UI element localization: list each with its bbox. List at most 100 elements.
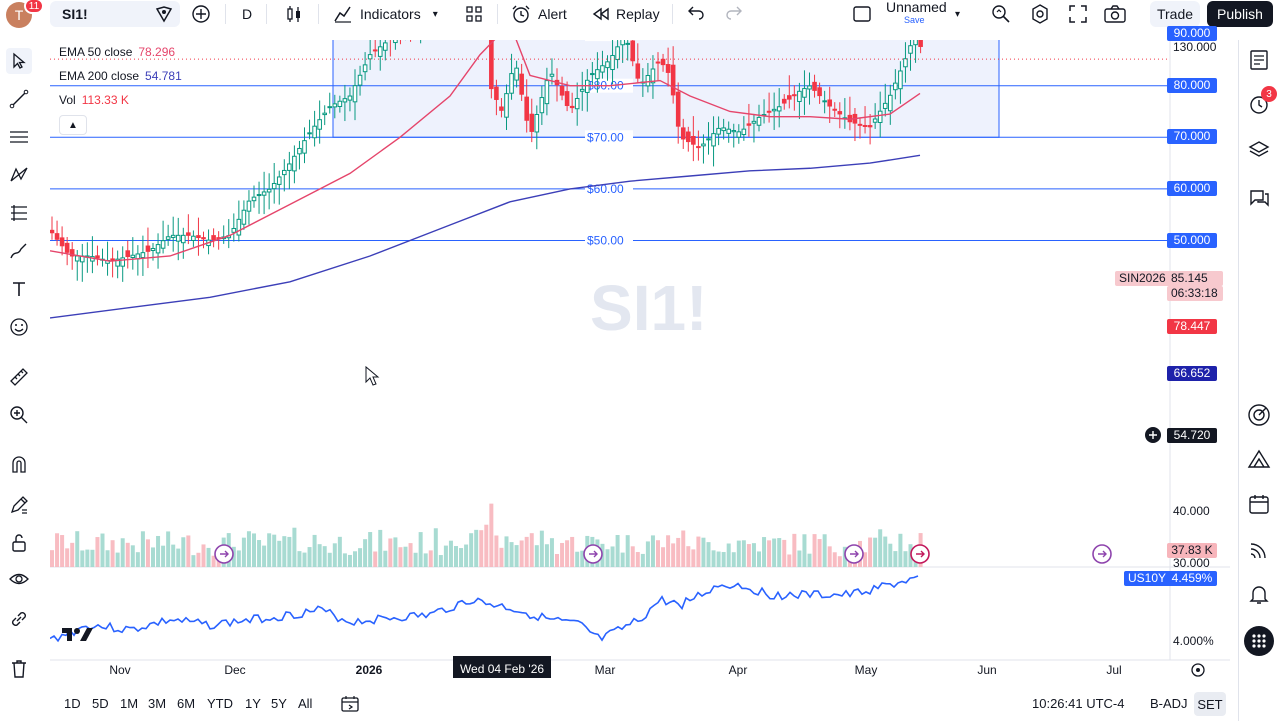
fibonacci-icon[interactable] — [6, 200, 32, 226]
volume-bar — [555, 554, 559, 567]
volume-bar — [499, 547, 504, 567]
range-button-6m[interactable]: 6M — [177, 696, 196, 711]
watchlist-add-icon[interactable] — [153, 0, 175, 28]
products-menu-icon[interactable] — [1244, 626, 1274, 656]
text-tool-icon[interactable] — [6, 276, 32, 302]
candle-body — [302, 140, 307, 154]
volume-bar — [292, 527, 297, 567]
calendar-icon[interactable] — [1245, 490, 1273, 518]
ema200-name: EMA 200 close — [59, 69, 140, 83]
compare-symbol-icon[interactable] — [190, 0, 212, 28]
toolbar-divider — [318, 4, 319, 24]
range-button-ytd[interactable]: YTD — [207, 696, 233, 711]
volume-bar — [549, 538, 554, 567]
volume-bar — [671, 543, 676, 567]
eye-visibility-icon[interactable] — [6, 566, 32, 592]
settings-gear-icon[interactable] — [1029, 0, 1051, 28]
trend-line-icon[interactable] — [6, 86, 32, 112]
magnet-icon[interactable] — [6, 452, 32, 478]
volume-bar — [873, 537, 878, 567]
cursor-arrow-icon[interactable] — [6, 48, 32, 74]
range-button-1y[interactable]: 1Y — [245, 696, 261, 711]
target-icon[interactable] — [1245, 401, 1273, 429]
candle-body — [726, 128, 732, 134]
link-icon[interactable] — [6, 606, 32, 632]
trade-button[interactable]: Trade — [1150, 1, 1200, 27]
legend-volume[interactable]: Vol 113.33 K — [59, 93, 129, 107]
chart-patterns-icon[interactable] — [1245, 445, 1273, 473]
candle-body — [797, 90, 802, 102]
interval-button[interactable]: D — [242, 0, 252, 28]
candle-body — [650, 68, 656, 84]
candles-chart-type-icon[interactable] — [283, 0, 305, 28]
indicators-button[interactable]: Indicators ▾ — [332, 0, 438, 28]
watchlist-icon[interactable] — [1245, 46, 1273, 74]
time-axis-label: Dec — [224, 663, 245, 677]
volume-bar — [484, 524, 489, 567]
alerts-clock-icon[interactable] — [1245, 90, 1273, 118]
toolbar-divider — [497, 4, 498, 24]
camera-snapshot-icon[interactable] — [1103, 0, 1127, 28]
news-feed-icon[interactable] — [1245, 536, 1273, 564]
candle-body — [590, 73, 595, 76]
publish-button[interactable]: Publish — [1207, 1, 1273, 27]
candle-body — [736, 131, 742, 138]
alert-button[interactable]: Alert — [510, 0, 567, 28]
range-button-5y[interactable]: 5Y — [271, 696, 287, 711]
bar-countdown-label: 06:33:18 — [1167, 286, 1223, 301]
chat-icon[interactable] — [1245, 184, 1273, 212]
volume-bar — [494, 535, 499, 567]
stay-in-drawing-mode-icon[interactable] — [6, 492, 32, 518]
redo-icon[interactable] — [724, 0, 744, 28]
volume-bar — [656, 540, 660, 567]
date-range-calendar-icon[interactable] — [340, 694, 360, 717]
back-adjust-toggle[interactable]: B-ADJ — [1150, 696, 1188, 711]
candle-body — [605, 61, 610, 69]
lock-icon[interactable] — [6, 530, 32, 556]
volume-bar — [726, 543, 731, 567]
range-button-1d[interactable]: 1D — [64, 696, 81, 711]
candle-body — [332, 103, 338, 108]
fullscreen-icon[interactable] — [1067, 0, 1089, 28]
undo-icon[interactable] — [686, 0, 706, 28]
layout-name[interactable]: Unnamed — [886, 0, 947, 15]
emoji-icon[interactable] — [6, 314, 32, 340]
chart-pane[interactable]: SI1!$120.00$110.00$100.00$90.00$80.00$70… — [50, 26, 1230, 688]
range-button-3m[interactable]: 3M — [148, 696, 167, 711]
ruler-icon[interactable] — [6, 364, 32, 390]
clock-timezone[interactable]: 10:26:41 UTC-4 — [1032, 696, 1125, 711]
layers-icon[interactable] — [1245, 136, 1273, 164]
notifications-bell-icon[interactable] — [1245, 580, 1273, 608]
layout-menu-chevron-icon[interactable]: ▾ — [955, 8, 961, 20]
volume-bar — [241, 537, 246, 567]
candle-body — [898, 70, 903, 90]
symbol-search[interactable]: SI1! — [50, 1, 180, 27]
candle-body — [494, 86, 499, 100]
range-button-5d[interactable]: 5D — [92, 696, 109, 711]
trash-icon[interactable] — [6, 656, 32, 682]
quick-search-icon[interactable] — [990, 0, 1012, 28]
settlement-toggle[interactable]: SET — [1194, 692, 1226, 716]
mouse-cursor-icon — [365, 365, 380, 386]
range-button-all[interactable]: All — [298, 696, 313, 711]
horizontal-lines-icon[interactable] — [6, 124, 32, 150]
range-button-1m[interactable]: 1M — [120, 696, 139, 711]
pattern-tool-icon[interactable] — [6, 162, 32, 188]
legend-ema200[interactable]: EMA 200 close 54.781 — [59, 69, 182, 83]
volume-bar — [746, 544, 751, 567]
volume-bar — [534, 545, 539, 567]
zoom-in-icon[interactable] — [6, 402, 32, 428]
legend-ema50[interactable]: EMA 50 close 78.296 — [59, 45, 175, 59]
volume-bar — [307, 547, 312, 567]
candle-body — [524, 96, 529, 121]
volume-bar — [191, 555, 196, 567]
templates-grid-icon[interactable] — [464, 0, 484, 28]
volume-bar — [464, 544, 469, 567]
legend-collapse-button[interactable]: ▲ — [59, 115, 87, 135]
replay-button[interactable]: Replay — [590, 0, 660, 28]
price-chart[interactable]: SI1!$120.00$110.00$100.00$90.00$80.00$70… — [50, 40, 1230, 688]
layout-checkbox-icon[interactable] — [851, 0, 873, 28]
brush-icon[interactable] — [6, 238, 32, 264]
layout-save-status: Save — [904, 15, 925, 25]
volume-bar — [519, 540, 524, 567]
